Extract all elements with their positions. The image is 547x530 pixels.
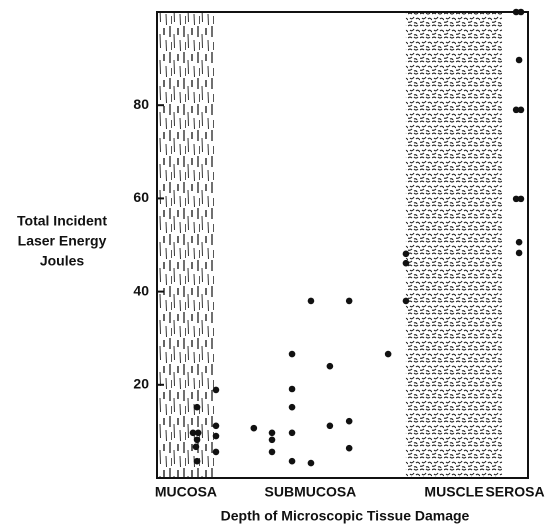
data-point [269,429,276,436]
data-point [403,298,410,305]
data-point [269,436,276,443]
x-axis-label: Depth of Microscopic Tissue Damage [221,508,470,524]
data-point [251,425,258,432]
layer-label: SEROSA [485,484,544,500]
data-point [213,433,220,440]
layer-label: MUSCLE [424,484,483,500]
data-point [327,423,334,430]
data-point [346,418,353,425]
data-point [308,298,315,305]
y-axis-label: Total Incident Laser Energy Joules [17,213,107,269]
chart: Total Incident Laser Energy Joules Depth o… [0,0,547,530]
data-point [518,9,525,16]
data-point [518,196,525,203]
y-axis-label-line: Laser Energy [18,233,107,249]
layer-label: SUBMUCOSA [265,484,357,500]
data-point [346,445,353,452]
data-point [213,387,220,394]
data-point [327,363,334,370]
data-point [289,404,296,411]
layer-label: MUCOSA [155,484,217,500]
data-point [403,260,410,267]
data-point [194,458,201,465]
data-point [308,460,315,467]
data-point [213,449,220,456]
data-point [194,436,201,443]
data-point [195,429,202,436]
data-point [289,351,296,358]
layer-band [406,12,502,478]
data-point [289,386,296,393]
y-tick-label: 60 [133,189,149,205]
data-point [193,443,200,450]
y-tick-label: 40 [133,282,149,298]
data-point [518,107,525,114]
y-tick-label: 80 [133,96,149,112]
data-point [385,351,392,358]
y-tick-label: 20 [133,376,149,392]
data-point [269,449,276,456]
data-point [194,404,201,411]
data-point [403,251,410,258]
data-point [213,423,220,430]
data-point [516,239,523,246]
data-point [516,250,523,257]
layer-band [157,12,215,478]
data-point [289,458,296,465]
y-axis-label-line: Total Incident [17,213,107,229]
data-point [516,57,523,64]
data-point [289,429,296,436]
y-axis-label-line: Joules [40,253,85,269]
data-point [346,298,353,305]
